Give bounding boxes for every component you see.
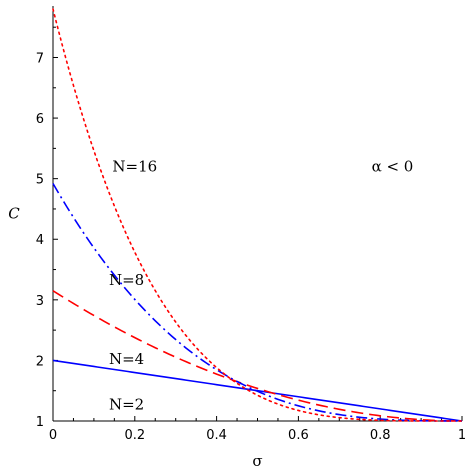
y-tick-label: 1: [36, 415, 44, 430]
annotation-label: N=2: [109, 396, 144, 414]
x-tick-label: 0.2: [124, 428, 145, 443]
annotation-label: N=4: [109, 350, 144, 368]
annotation-label: α < 0: [372, 158, 414, 176]
y-tick-label: 4: [36, 233, 44, 248]
x-tick-label: 0.8: [370, 428, 391, 443]
annotations: N=2 N=4 N=8 N=16 α < 0: [109, 158, 413, 414]
x-axis-title: σ: [252, 452, 262, 470]
y-tick-label: 6: [36, 112, 44, 127]
x-tick-label: 0: [49, 428, 57, 443]
y-tick-label: 3: [36, 294, 44, 309]
series-line-n-4: [52, 290, 463, 422]
series-line-n-16: [52, 8, 463, 422]
x-ticks: 0 0.2 0.4 0.6 0.8 1: [49, 416, 466, 443]
y-ticks: 1 2 3 4 5 6 7: [36, 26, 58, 430]
x-tick-label: 0.4: [206, 428, 227, 443]
y-tick-label: 5: [36, 173, 44, 188]
x-tick-label: 1: [458, 428, 466, 443]
x-tick-label: 0.6: [288, 428, 309, 443]
y-tick-label: 2: [36, 354, 44, 369]
annotation-label: N=16: [112, 158, 157, 176]
annotation-label: N=8: [109, 271, 144, 289]
series-line-n-8: [52, 183, 462, 422]
y-tick-label: 7: [36, 51, 44, 66]
y-axis-title: C: [8, 205, 20, 223]
series-curves: [52, 8, 463, 422]
